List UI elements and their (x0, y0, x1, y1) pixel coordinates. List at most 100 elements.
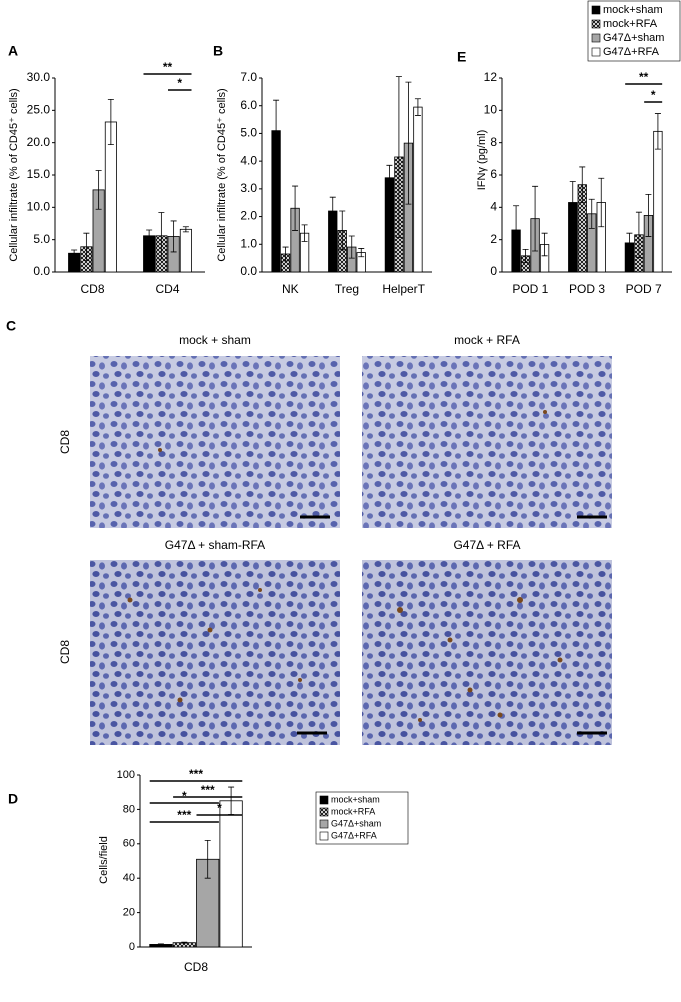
y-tick-label: 6 (490, 167, 497, 181)
error-bar (654, 113, 661, 150)
error-bar (358, 248, 365, 258)
legend-box (587, 0, 681, 62)
error-bar (301, 224, 308, 242)
y-tick-label: 5.0 (240, 126, 257, 140)
error-bar (181, 941, 188, 944)
image-title: G47Δ + sham-RFA (165, 538, 265, 552)
scale-bars (297, 515, 607, 735)
error-bar (405, 81, 412, 205)
legend-swatch (319, 795, 329, 805)
error-bar (386, 164, 393, 191)
y-tick-label: 0 (490, 264, 497, 278)
significance-label: * (217, 801, 222, 815)
error-bar (158, 212, 165, 260)
x-tick-label: POD 7 (626, 282, 662, 296)
error-bar (204, 839, 211, 879)
error-bar (395, 76, 402, 238)
legend-swatch (319, 807, 329, 817)
panel-label: E (457, 49, 466, 65)
legend-label: G47Δ+sham (331, 818, 381, 828)
y-tick-label: 30.0 (27, 70, 51, 84)
legend-swatch (591, 19, 601, 29)
y-tick-label: 15.0 (27, 167, 51, 181)
micrograph (362, 356, 612, 528)
error-bar (348, 235, 355, 259)
significance-label: * (177, 76, 182, 90)
bar (179, 228, 192, 273)
error-bar (71, 249, 78, 257)
y-tick-label: 80 (123, 803, 135, 815)
micrograph (90, 356, 340, 528)
error-bar (339, 210, 346, 251)
bar (219, 800, 243, 948)
significance-label: *** (201, 783, 215, 797)
legend-label: G47Δ+RFA (331, 830, 377, 840)
legend-label: G47Δ+RFA (603, 46, 660, 58)
error-bar (83, 232, 90, 261)
error-bar (157, 943, 164, 946)
legend-swatch (591, 33, 601, 43)
panel-label: D (8, 791, 18, 807)
legend-label: mock+RFA (331, 806, 375, 816)
y-axis-label: Cellular infiltrate (% of CD45⁺ cells) (216, 88, 228, 261)
x-tick-label: CD4 (155, 282, 179, 296)
error-bar (541, 232, 548, 257)
x-tick-label: POD 3 (569, 282, 605, 296)
error-bar (273, 99, 280, 162)
significance-label: *** (177, 808, 191, 822)
error-bar (635, 211, 642, 258)
legend-label: G47Δ+sham (603, 32, 664, 44)
legend-label: mock+RFA (603, 18, 658, 30)
error-bar (569, 181, 576, 224)
error-bar (292, 185, 299, 231)
x-tick-label: NK (282, 282, 299, 296)
x-tick-label: POD 1 (512, 282, 548, 296)
legend-swatch (319, 831, 329, 841)
significance-label: ** (639, 70, 649, 84)
micrograph (362, 560, 612, 745)
y-axis-label: IFNγ (pg/ml) (476, 130, 488, 191)
significance-label: * (182, 789, 187, 803)
y-tick-label: 2.0 (240, 209, 257, 223)
x-tick-label: Treg (335, 282, 359, 296)
significance-label: *** (189, 767, 203, 781)
y-axis-label: Cells/field (98, 836, 110, 884)
legend-label: mock+sham (603, 4, 663, 16)
y-tick-label: 20 (123, 907, 135, 919)
error-bar (170, 220, 177, 253)
image-title: G47Δ + RFA (453, 538, 520, 552)
panel-label: A (8, 43, 18, 59)
y-tick-label: 100 (117, 769, 135, 781)
bar (413, 106, 423, 273)
y-tick-label: 0.0 (240, 264, 257, 278)
legend-label: mock+sham (331, 794, 380, 804)
y-tick-label: 1.0 (240, 236, 257, 250)
bar (384, 177, 395, 273)
y-tick-label: 6.0 (240, 98, 257, 112)
panel-c: C mock + sham mock + RFA G47Δ + sham-RFA… (6, 318, 612, 745)
error-bar (522, 248, 529, 263)
y-tick-label: 12 (484, 70, 498, 84)
error-bar (598, 177, 605, 228)
x-tick-label: CD8 (80, 282, 104, 296)
error-bar (282, 246, 289, 262)
y-tick-label: 8 (490, 135, 497, 149)
y-tick-label: 7.0 (240, 70, 257, 84)
image-title: mock + sham (179, 333, 251, 347)
error-bar (107, 98, 114, 146)
bar (653, 130, 663, 273)
error-bar (626, 232, 633, 253)
error-bar (579, 166, 586, 203)
error-bar (329, 196, 336, 226)
y-axis-label: Cellular infiltrate (% of CD45⁺ cells) (8, 88, 20, 261)
row-label: CD8 (58, 430, 72, 454)
panel-label: C (6, 318, 16, 334)
error-bar (588, 198, 595, 229)
error-bar (146, 229, 153, 243)
error-bar (532, 185, 539, 252)
x-tick-label: CD8 (184, 960, 208, 974)
y-tick-label: 25.0 (27, 103, 51, 117)
error-bar (513, 205, 520, 255)
y-tick-label: 4.0 (240, 153, 257, 167)
